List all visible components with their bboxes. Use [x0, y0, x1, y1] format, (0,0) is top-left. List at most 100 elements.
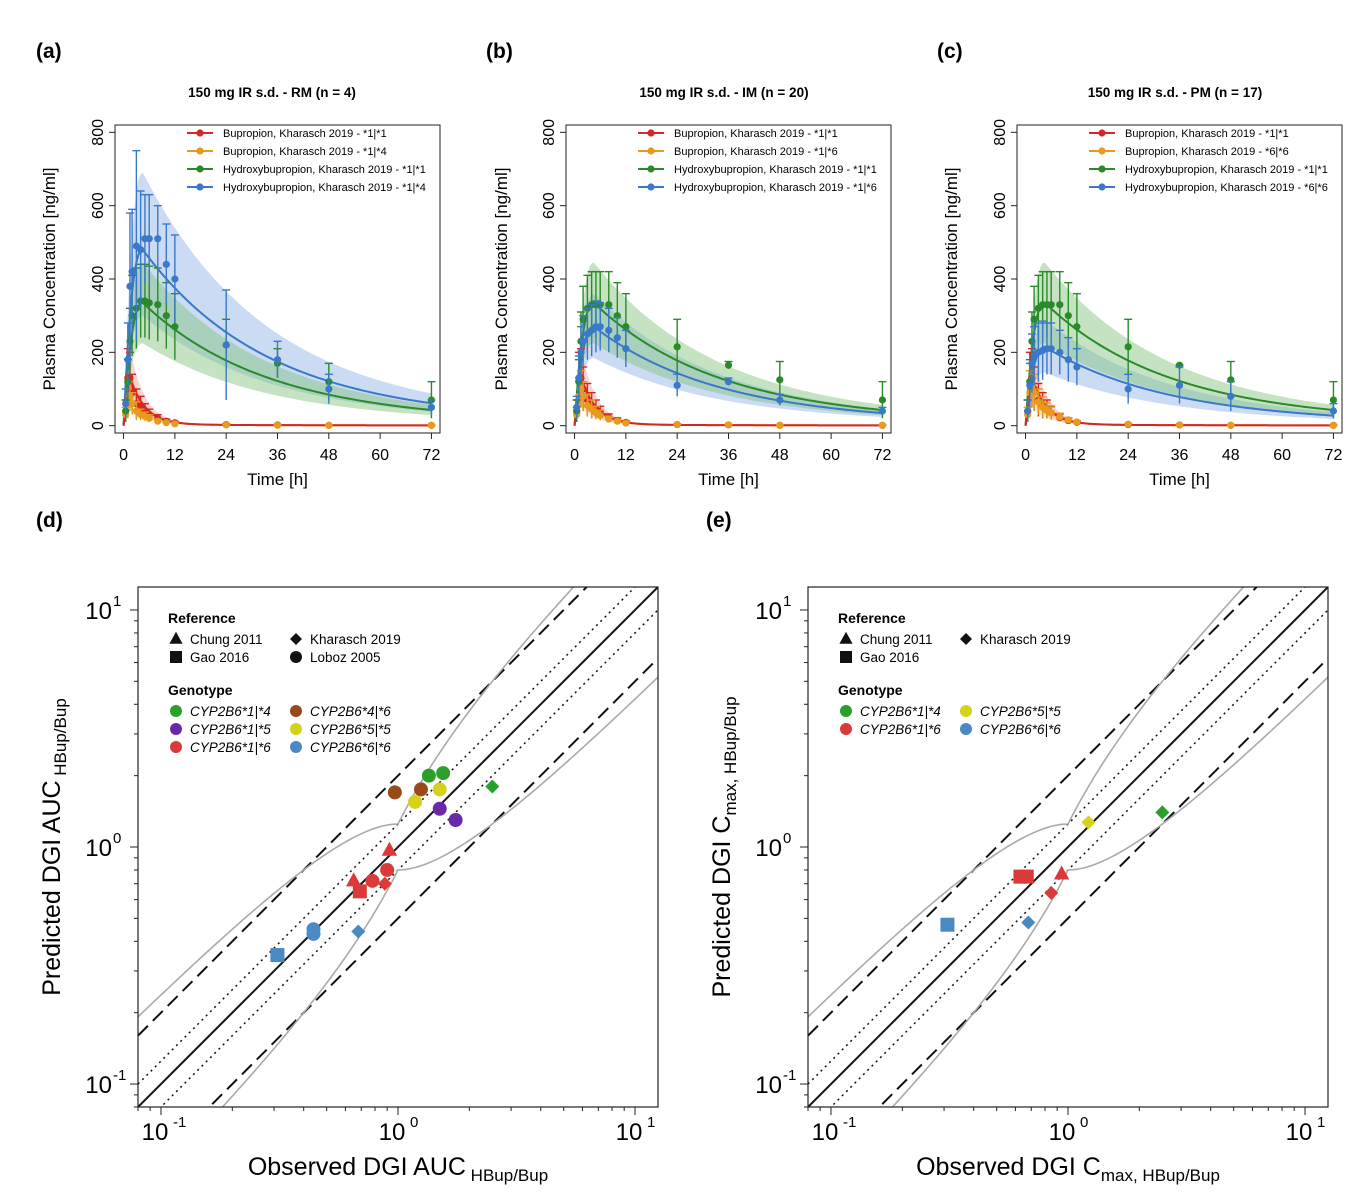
legend-genotype-marker	[840, 705, 852, 717]
x-tick-label: 36	[1171, 447, 1189, 464]
panel-label: (c)	[937, 40, 963, 63]
point-circle	[421, 768, 436, 783]
x-tick-label: 10	[1286, 1119, 1313, 1146]
legend-reference-label: Loboz 2005	[310, 650, 381, 665]
y-tick-label: 400	[541, 266, 558, 293]
dashed-upper	[138, 587, 589, 1037]
legend-genotype-label: CYP2B6*1|*4	[190, 704, 271, 719]
y-tick-label: 600	[992, 192, 1009, 219]
x-tick-exponent: 0	[410, 1114, 418, 1131]
x-tick-exponent: -1	[843, 1114, 856, 1131]
x-tick-label: 24	[217, 447, 235, 464]
data-point	[1329, 407, 1338, 415]
bup-variant-band	[123, 368, 432, 426]
data-point	[776, 421, 784, 429]
point-triangle	[381, 841, 398, 856]
x-tick-label: 60	[822, 447, 840, 464]
x-tick-label: 24	[1119, 447, 1137, 464]
data-point	[1047, 301, 1055, 309]
data-point	[673, 381, 681, 389]
x-tick-label: 60	[371, 447, 389, 464]
data-point	[273, 356, 282, 364]
axis-label-max: max	[721, 783, 740, 816]
legend-reference-label: Chung 2011	[190, 632, 263, 647]
panel-label: (b)	[486, 40, 513, 63]
y-tick-label: 600	[90, 192, 107, 219]
legend-label: Bupropion, Kharasch 2019 - *1|*6	[674, 146, 838, 158]
point-circle	[408, 794, 423, 809]
point-diamond	[1081, 815, 1096, 830]
x-axis-label: Observed DGI AUC HBup/Bup	[248, 1153, 548, 1185]
point-triangle	[839, 631, 853, 644]
data-point	[605, 326, 613, 334]
legend-marker	[196, 147, 204, 155]
panel-c: (c) 150 mg IR s.d. - PM (n = 17) 0 12 24 36 48…	[937, 40, 1343, 489]
legend-label: Bupropion, Kharasch 2019 - *1|*4	[223, 146, 387, 158]
x-tick-label: 24	[668, 447, 686, 464]
panel-a: (a) 150 mg IR s.d. - RM (n = 4) 0 12 24 36 48 6…	[36, 40, 441, 489]
y-tick-label: 10	[755, 835, 782, 862]
y-tick-label: 200	[541, 339, 558, 366]
panel-label: (d)	[36, 509, 63, 532]
data-point	[622, 345, 630, 353]
legend-label: Hydroxybupropion, Kharasch 2019 - *1|*1	[1125, 164, 1328, 176]
data-point	[1056, 413, 1064, 421]
data-point	[162, 419, 170, 427]
y-axis-label: Plasma Concentration [ng/ml]	[942, 168, 961, 391]
legend-marker	[1098, 129, 1106, 137]
point-circle	[448, 812, 463, 827]
y-tick-label: 800	[541, 119, 558, 146]
axis-label-sub: HBup/Bup	[466, 1166, 548, 1185]
data-point	[145, 299, 153, 307]
axis-label-main: Predicted DGI C	[708, 816, 736, 998]
x-tick-label: 12	[617, 447, 635, 464]
legend-marker	[1098, 147, 1106, 155]
x-tick-label: 36	[269, 447, 287, 464]
y-tick-label: 10	[755, 1072, 782, 1099]
axis-label-sub: HBup/Bup	[51, 698, 70, 780]
x-tick-label: 10	[379, 1119, 406, 1146]
legend-title-genotype: Genotype	[838, 682, 903, 698]
x-tick-label: 10	[142, 1119, 169, 1146]
data-point	[1047, 345, 1055, 353]
data-point	[145, 235, 153, 243]
legend-genotype-marker	[290, 741, 302, 753]
y-tick-label: 0	[90, 421, 107, 430]
data-point	[878, 407, 887, 415]
x-axis-label: Time [h]	[1149, 470, 1210, 489]
point-diamond	[1021, 915, 1036, 930]
x-tick-label: 0	[570, 447, 579, 464]
data-point	[154, 235, 162, 243]
legend-label: Hydroxybupropion, Kharasch 2019 - *6|*6	[1125, 182, 1328, 194]
data-point	[673, 420, 681, 429]
point-circle	[387, 785, 402, 800]
point-circle	[306, 922, 321, 937]
x-tick-label: 36	[720, 447, 738, 464]
legend-label: Bupropion, Kharasch 2019 - *1|*1	[1125, 128, 1289, 140]
legend-genotype-label: CYP2B6*5|*5	[310, 722, 391, 737]
point-square	[840, 651, 852, 663]
legend-genotype-label: CYP2B6*5|*5	[980, 704, 1061, 719]
data-point	[171, 323, 179, 331]
data-point	[613, 334, 621, 342]
data-point	[1073, 418, 1081, 426]
x-tick-exponent: 1	[1317, 1114, 1325, 1131]
legend-genotype-label: CYP2B6*1|*4	[860, 704, 941, 719]
panel-b: (b) 150 mg IR s.d. - IM (n = 20) 0 12 24 36 48…	[486, 40, 892, 489]
point-diamond	[1155, 805, 1170, 820]
legend-label: Bupropion, Kharasch 2019 - *1|*1	[674, 128, 838, 140]
data-point	[596, 411, 604, 419]
legend-label: Hydroxybupropion, Kharasch 2019 - *1|*6	[674, 182, 877, 194]
x-tick-label: 72	[874, 447, 892, 464]
legend-label: Hydroxybupropion, Kharasch 2019 - *1|*1	[223, 164, 426, 176]
data-point	[171, 275, 179, 283]
axis-label-sub: , HBup/Bup	[1133, 1166, 1220, 1185]
y-tick-label: 10	[85, 835, 112, 862]
y-axis-label: Predicted DGI AUC HBup/Bup	[38, 698, 70, 996]
point-diamond	[377, 876, 392, 891]
panels: (a) 150 mg IR s.d. - RM (n = 4) 0 12 24 36 48 6…	[36, 40, 1343, 1185]
data-point	[1056, 301, 1064, 309]
